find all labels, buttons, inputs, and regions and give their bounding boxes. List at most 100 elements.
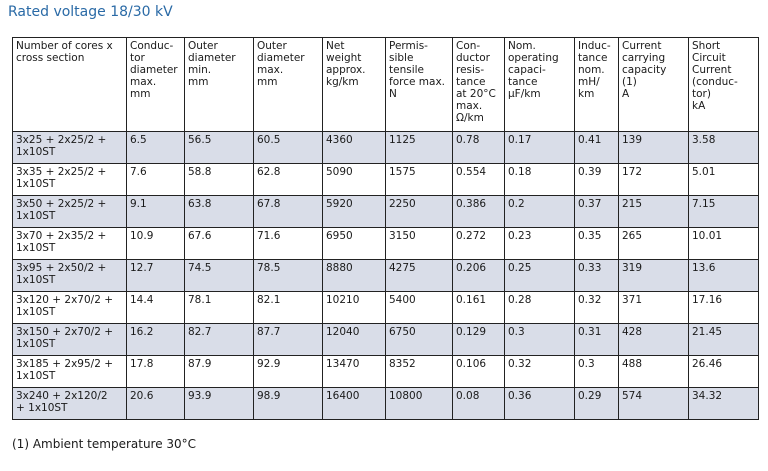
cell-outer-diameter-min: 82.7 <box>184 323 254 356</box>
table-row: 3x70 + 2x35/2 + 1x10ST 10.9 67.6 71.6 6950 31… <box>12 227 759 260</box>
cell-outer-diameter-min: 67.6 <box>184 227 254 260</box>
cell-outer-diameter-max: 98.9 <box>253 387 323 420</box>
cell-tensile-force: 8352 <box>385 355 453 388</box>
cell-tensile-force: 5400 <box>385 291 453 324</box>
table-row: 3x50 + 2x25/2 + 1x10ST 9.1 63.8 67.8 5920 225… <box>12 195 759 228</box>
table-row: 3x150 + 2x70/2 + 1x10ST 16.2 82.7 87.7 12040… <box>12 323 759 356</box>
table-row: 3x240 + 2x120/2 + 1x10ST 20.6 93.9 98.9 1640… <box>12 387 759 420</box>
cell-capacitance: 0.28 <box>504 291 575 324</box>
header-conductor-diameter: Conduc- tor diameter max. mm <box>126 37 185 132</box>
cell-capacitance: 0.32 <box>504 355 575 388</box>
header-conductor-resistance: Con- ductor resis- tance at 20°C max. Ω/… <box>452 37 505 132</box>
cell-capacitance: 0.18 <box>504 163 575 196</box>
cell-outer-diameter-min: 58.8 <box>184 163 254 196</box>
cell-conductor-diameter: 17.8 <box>126 355 185 388</box>
cell-current-capacity: 428 <box>618 323 689 356</box>
cell-outer-diameter-min: 63.8 <box>184 195 254 228</box>
cell-current-capacity: 139 <box>618 131 689 164</box>
cell-outer-diameter-max: 62.8 <box>253 163 323 196</box>
cell-outer-diameter-max: 60.5 <box>253 131 323 164</box>
cell-outer-diameter-max: 67.8 <box>253 195 323 228</box>
cell-capacitance: 0.23 <box>504 227 575 260</box>
cell-conductor-resistance: 0.272 <box>452 227 505 260</box>
cell-cores-cross-section: 3x35 + 2x25/2 + 1x10ST <box>12 163 127 196</box>
cell-net-weight: 13470 <box>322 355 386 388</box>
cell-tensile-force: 4275 <box>385 259 453 292</box>
cell-current-capacity: 488 <box>618 355 689 388</box>
cell-cores-cross-section: 3x50 + 2x25/2 + 1x10ST <box>12 195 127 228</box>
header-row: Number of cores x cross section Conduc- … <box>12 37 759 132</box>
cell-conductor-diameter: 12.7 <box>126 259 185 292</box>
table-row: 3x95 + 2x50/2 + 1x10ST 12.7 74.5 78.5 8880 42… <box>12 259 759 292</box>
cell-conductor-diameter: 9.1 <box>126 195 185 228</box>
cell-capacitance: 0.17 <box>504 131 575 164</box>
cell-conductor-diameter: 7.6 <box>126 163 185 196</box>
cell-tensile-force: 10800 <box>385 387 453 420</box>
cell-inductance: 0.3 <box>574 355 619 388</box>
cell-short-circuit-current: 21.45 <box>688 323 759 356</box>
cell-net-weight: 12040 <box>322 323 386 356</box>
cell-conductor-resistance: 0.78 <box>452 131 505 164</box>
cell-short-circuit-current: 7.15 <box>688 195 759 228</box>
cell-net-weight: 8880 <box>322 259 386 292</box>
cell-short-circuit-current: 17.16 <box>688 291 759 324</box>
header-cores-cross-section: Number of cores x cross section <box>12 37 127 132</box>
cell-inductance: 0.37 <box>574 195 619 228</box>
cell-outer-diameter-min: 74.5 <box>184 259 254 292</box>
header-outer-diameter-min: Outer diameter min. mm <box>184 37 254 132</box>
cell-short-circuit-current: 5.01 <box>688 163 759 196</box>
cell-outer-diameter-max: 92.9 <box>253 355 323 388</box>
cell-conductor-diameter: 16.2 <box>126 323 185 356</box>
cell-short-circuit-current: 34.32 <box>688 387 759 420</box>
cell-inductance: 0.39 <box>574 163 619 196</box>
cell-inductance: 0.31 <box>574 323 619 356</box>
header-short-circuit-current: Short Circuit Current (conduc- tor) kA <box>688 37 759 132</box>
cell-inductance: 0.29 <box>574 387 619 420</box>
cell-cores-cross-section: 3x120 + 2x70/2 + 1x10ST <box>12 291 127 324</box>
cell-conductor-resistance: 0.129 <box>452 323 505 356</box>
cell-cores-cross-section: 3x240 + 2x120/2 + 1x10ST <box>12 387 127 420</box>
cell-cores-cross-section: 3x185 + 2x95/2 + 1x10ST <box>12 355 127 388</box>
header-inductance: Induc- tance nom. mH/ km <box>574 37 619 132</box>
cell-net-weight: 6950 <box>322 227 386 260</box>
cell-cores-cross-section: 3x95 + 2x50/2 + 1x10ST <box>12 259 127 292</box>
cell-current-capacity: 172 <box>618 163 689 196</box>
cell-capacitance: 0.2 <box>504 195 575 228</box>
cell-outer-diameter-max: 87.7 <box>253 323 323 356</box>
cell-capacitance: 0.3 <box>504 323 575 356</box>
cell-net-weight: 10210 <box>322 291 386 324</box>
cell-outer-diameter-max: 78.5 <box>253 259 323 292</box>
cell-current-capacity: 215 <box>618 195 689 228</box>
header-outer-diameter-max: Outer diameter max. mm <box>253 37 323 132</box>
cell-current-capacity: 574 <box>618 387 689 420</box>
cell-outer-diameter-max: 82.1 <box>253 291 323 324</box>
cell-cores-cross-section: 3x25 + 2x25/2 + 1x10ST <box>12 131 127 164</box>
cell-outer-diameter-max: 71.6 <box>253 227 323 260</box>
cell-tensile-force: 1575 <box>385 163 453 196</box>
cell-conductor-diameter: 14.4 <box>126 291 185 324</box>
cell-cores-cross-section: 3x150 + 2x70/2 + 1x10ST <box>12 323 127 356</box>
footnote: (1) Ambient temperature 30°C <box>12 437 197 451</box>
cell-tensile-force: 1125 <box>385 131 453 164</box>
cell-conductor-resistance: 0.206 <box>452 259 505 292</box>
cable-spec-table: Number of cores x cross section Conduc- … <box>12 37 759 420</box>
header-capacitance: Nom. operating capaci- tance µF/km <box>504 37 575 132</box>
cell-inductance: 0.41 <box>574 131 619 164</box>
cell-tensile-force: 3150 <box>385 227 453 260</box>
cell-conductor-resistance: 0.08 <box>452 387 505 420</box>
cell-net-weight: 5920 <box>322 195 386 228</box>
table-row: 3x35 + 2x25/2 + 1x10ST 7.6 58.8 62.8 5090 157… <box>12 163 759 196</box>
cell-cores-cross-section: 3x70 + 2x35/2 + 1x10ST <box>12 227 127 260</box>
cell-conductor-resistance: 0.161 <box>452 291 505 324</box>
cell-outer-diameter-min: 78.1 <box>184 291 254 324</box>
table-row: 3x25 + 2x25/2 + 1x10ST 6.5 56.5 60.5 4360 112… <box>12 131 759 164</box>
cell-net-weight: 16400 <box>322 387 386 420</box>
cell-capacitance: 0.36 <box>504 387 575 420</box>
cell-current-capacity: 265 <box>618 227 689 260</box>
header-current-capacity: Current carrying capacity (1) A <box>618 37 689 132</box>
cell-inductance: 0.35 <box>574 227 619 260</box>
cell-tensile-force: 6750 <box>385 323 453 356</box>
cell-conductor-resistance: 0.106 <box>452 355 505 388</box>
cell-outer-diameter-min: 87.9 <box>184 355 254 388</box>
page-title: Rated voltage 18/30 kV <box>8 4 173 20</box>
